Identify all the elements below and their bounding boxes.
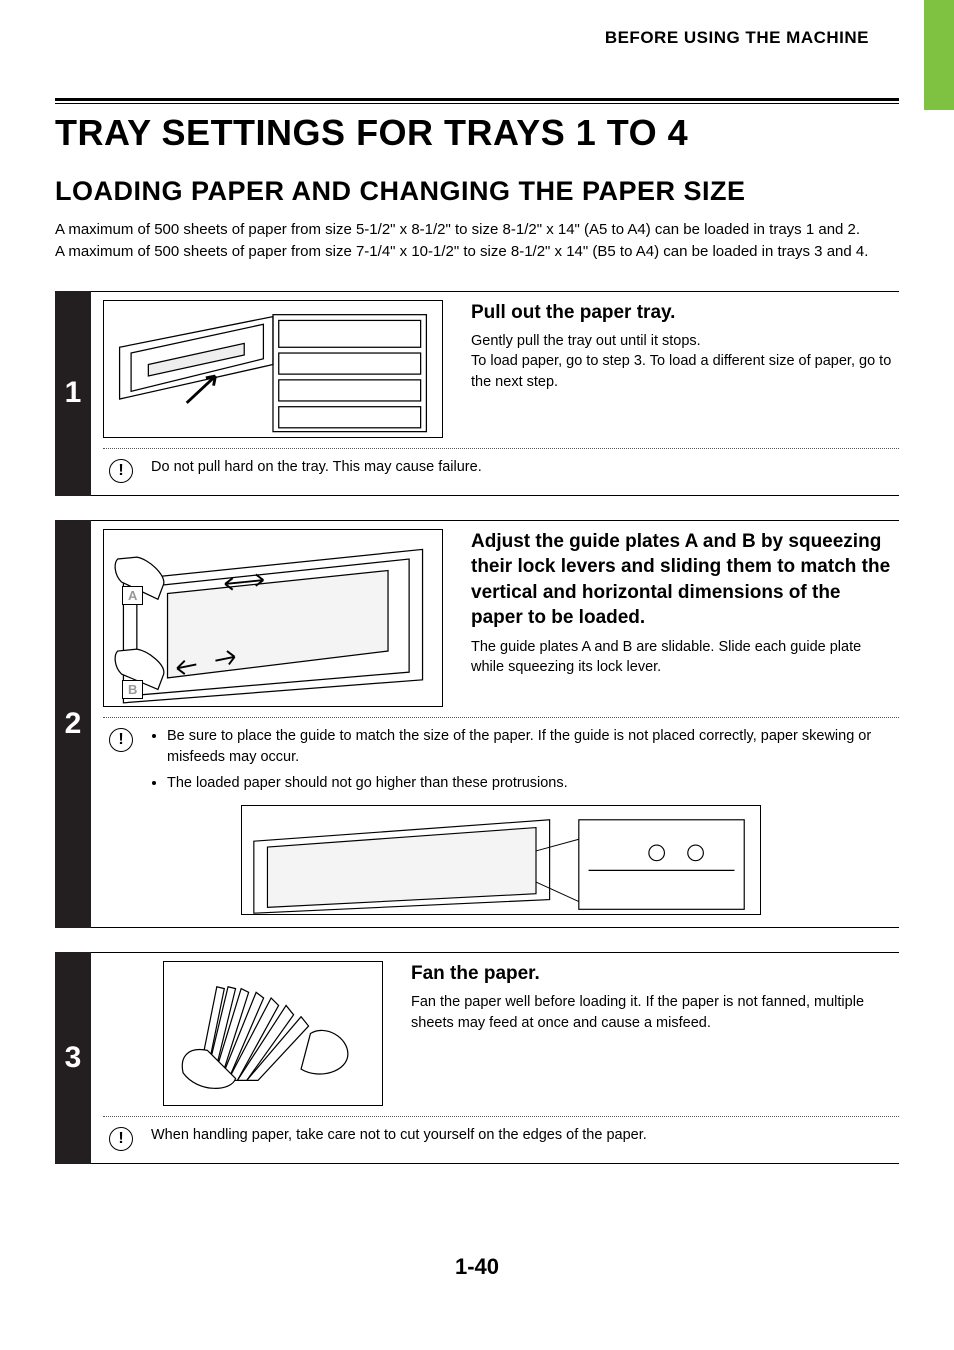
step-1-illustration xyxy=(103,300,443,438)
step-3-caution: ! When handling paper, take care not to … xyxy=(103,1125,899,1151)
step-2-caution-list: Be sure to place the guide to match the … xyxy=(151,726,899,799)
step-2: 2 xyxy=(55,520,899,928)
step-2-caution: ! Be sure to place the guide to match th… xyxy=(103,726,899,799)
step-2-heading: Adjust the guide plates A and B by squee… xyxy=(471,529,893,632)
intro-line-1: A maximum of 500 sheets of paper from si… xyxy=(55,219,899,241)
caution-icon: ! xyxy=(109,728,133,752)
page-number: 1-40 xyxy=(0,1254,954,1280)
step-2-desc: The guide plates A and B are slidable. S… xyxy=(471,637,893,678)
step-1-heading: Pull out the paper tray. xyxy=(471,300,893,326)
intro-line-2: A maximum of 500 sheets of paper from si… xyxy=(55,241,899,263)
caution-icon: ! xyxy=(109,1127,133,1151)
fan-paper-svg xyxy=(170,968,376,1104)
step-3-caution-text: When handling paper, take care not to cu… xyxy=(151,1125,647,1147)
step-3-illustration xyxy=(163,961,383,1106)
step-number: 1 xyxy=(55,291,91,496)
title-rule xyxy=(55,98,899,104)
page-title: TRAY SETTINGS FOR TRAYS 1 TO 4 xyxy=(55,112,899,154)
step-1-caution: ! Do not pull hard on the tray. This may… xyxy=(103,457,899,483)
step-2-caution-item-1: Be sure to place the guide to match the … xyxy=(167,726,899,770)
step-3-desc: Fan the paper well before loading it. If… xyxy=(411,992,893,1033)
printer-tray-pullout-svg xyxy=(110,307,436,439)
step-3-separator xyxy=(103,1116,899,1117)
guide-label-b: B xyxy=(122,680,143,699)
section-header: BEFORE USING THE MACHINE xyxy=(55,28,899,48)
step-3-heading: Fan the paper. xyxy=(411,961,893,987)
step-1-separator xyxy=(103,448,899,449)
step-3-body: Fan the paper. Fan the paper well before… xyxy=(91,952,899,1164)
page-accent-tab xyxy=(924,0,954,110)
step-2-body: A B Adjust the guide plates A and B by s… xyxy=(91,520,899,928)
step-2-illustration-detail xyxy=(241,805,761,915)
step-1-caution-text: Do not pull hard on the tray. This may c… xyxy=(151,457,482,479)
step-2-caution-item-2: The loaded paper should not go higher th… xyxy=(167,773,899,795)
manual-page: BEFORE USING THE MACHINE TRAY SETTINGS F… xyxy=(0,0,954,1164)
step-1-desc: Gently pull the tray out until it stops.… xyxy=(471,331,893,392)
tray-protrusions-svg xyxy=(248,812,754,919)
step-number: 2 xyxy=(55,520,91,928)
step-number: 3 xyxy=(55,952,91,1164)
step-3: 3 xyxy=(55,952,899,1164)
page-subtitle: LOADING PAPER AND CHANGING THE PAPER SIZ… xyxy=(55,176,899,207)
step-1-body: Pull out the paper tray. Gently pull the… xyxy=(91,291,899,496)
tray-guide-plates-svg xyxy=(110,536,436,707)
caution-icon: ! xyxy=(109,459,133,483)
intro-text: A maximum of 500 sheets of paper from si… xyxy=(55,219,899,263)
guide-label-a: A xyxy=(122,586,143,605)
step-2-separator xyxy=(103,717,899,718)
step-1: 1 xyxy=(55,291,899,496)
step-2-illustration: A B xyxy=(103,529,443,707)
